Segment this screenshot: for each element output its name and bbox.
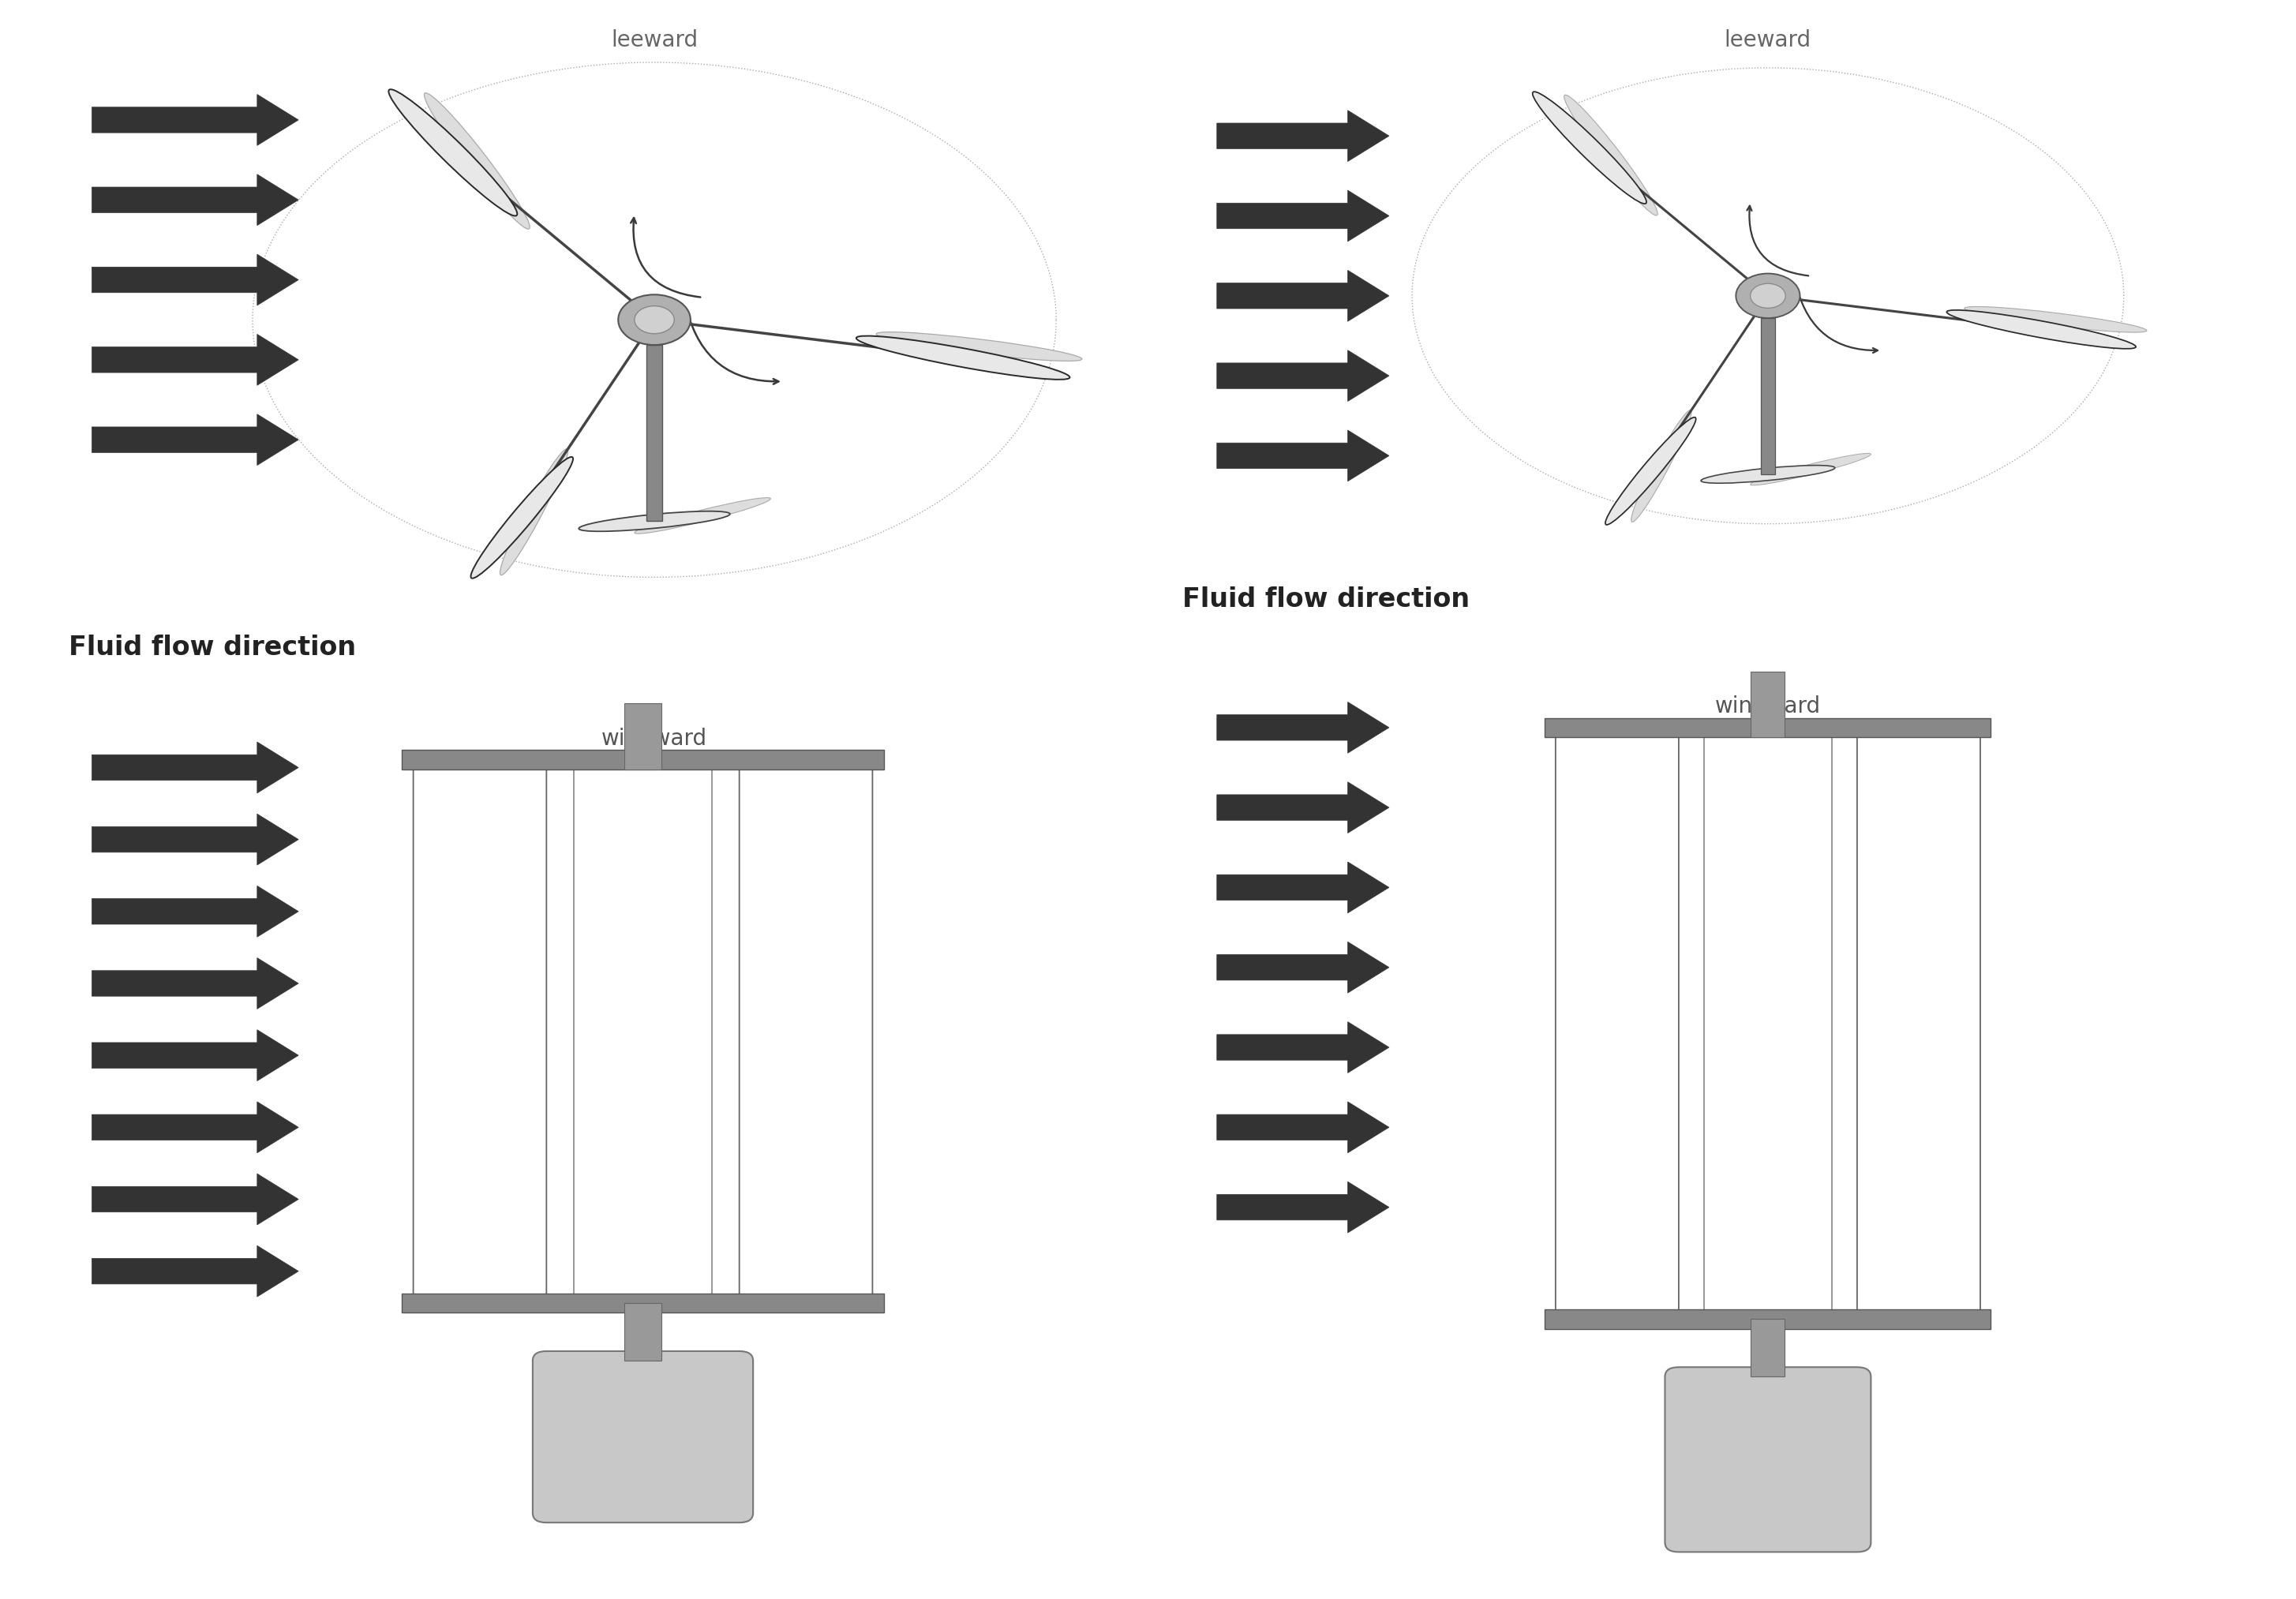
Polygon shape	[92, 1030, 298, 1081]
Ellipse shape	[877, 333, 1081, 361]
Ellipse shape	[1965, 307, 2147, 333]
Ellipse shape	[579, 512, 730, 531]
Polygon shape	[1217, 942, 1389, 993]
Polygon shape	[1217, 190, 1389, 241]
FancyBboxPatch shape	[402, 750, 884, 769]
Polygon shape	[1857, 728, 1981, 1319]
Polygon shape	[1217, 110, 1389, 161]
FancyBboxPatch shape	[533, 1351, 753, 1522]
Polygon shape	[92, 334, 298, 385]
Bar	[1740, 728, 1795, 1319]
FancyBboxPatch shape	[402, 1294, 884, 1313]
Bar	[647, 345, 661, 521]
Text: windward: windward	[602, 728, 707, 750]
Text: windward: windward	[1715, 696, 1821, 718]
Polygon shape	[92, 1102, 298, 1153]
Bar	[1752, 672, 1784, 737]
Polygon shape	[92, 94, 298, 146]
Polygon shape	[92, 958, 298, 1009]
Polygon shape	[1217, 782, 1389, 833]
Polygon shape	[92, 886, 298, 937]
Polygon shape	[1217, 1102, 1389, 1153]
Polygon shape	[413, 760, 546, 1303]
Ellipse shape	[388, 90, 517, 216]
Text: leeward: leeward	[1724, 29, 1812, 51]
Polygon shape	[1217, 862, 1389, 913]
Polygon shape	[1217, 702, 1389, 753]
Bar	[1752, 1319, 1784, 1377]
Ellipse shape	[1531, 91, 1646, 203]
Bar	[1761, 318, 1775, 475]
Polygon shape	[92, 414, 298, 465]
Circle shape	[618, 294, 691, 345]
Polygon shape	[1217, 1022, 1389, 1073]
Ellipse shape	[471, 457, 574, 579]
Text: Fluid flow direction: Fluid flow direction	[69, 635, 356, 660]
Ellipse shape	[1564, 94, 1658, 216]
FancyBboxPatch shape	[1545, 1310, 1991, 1329]
Polygon shape	[1217, 350, 1389, 401]
Bar	[625, 704, 661, 769]
Polygon shape	[92, 254, 298, 305]
Ellipse shape	[501, 449, 567, 576]
Ellipse shape	[1750, 454, 1871, 484]
Circle shape	[1736, 273, 1800, 318]
Polygon shape	[739, 760, 872, 1303]
Ellipse shape	[634, 497, 771, 534]
Polygon shape	[92, 1246, 298, 1297]
Polygon shape	[92, 742, 298, 793]
Polygon shape	[1217, 270, 1389, 321]
Circle shape	[634, 305, 675, 334]
Text: Fluid flow direction: Fluid flow direction	[1182, 587, 1469, 612]
Bar	[613, 760, 673, 1303]
Polygon shape	[1217, 430, 1389, 481]
Bar	[574, 760, 712, 1303]
Circle shape	[1750, 283, 1786, 309]
Ellipse shape	[1701, 465, 1835, 483]
Text: leeward: leeward	[611, 29, 698, 51]
FancyBboxPatch shape	[1665, 1367, 1871, 1553]
Ellipse shape	[1947, 310, 2135, 349]
Polygon shape	[1557, 728, 1678, 1319]
Ellipse shape	[425, 93, 530, 229]
Polygon shape	[92, 1174, 298, 1225]
FancyBboxPatch shape	[1545, 718, 1991, 737]
Ellipse shape	[1605, 417, 1697, 524]
Polygon shape	[1217, 1182, 1389, 1233]
Bar	[625, 1303, 661, 1361]
Bar	[1704, 728, 1832, 1319]
Ellipse shape	[1630, 409, 1692, 521]
Polygon shape	[92, 814, 298, 865]
Polygon shape	[92, 174, 298, 225]
Ellipse shape	[856, 336, 1070, 379]
